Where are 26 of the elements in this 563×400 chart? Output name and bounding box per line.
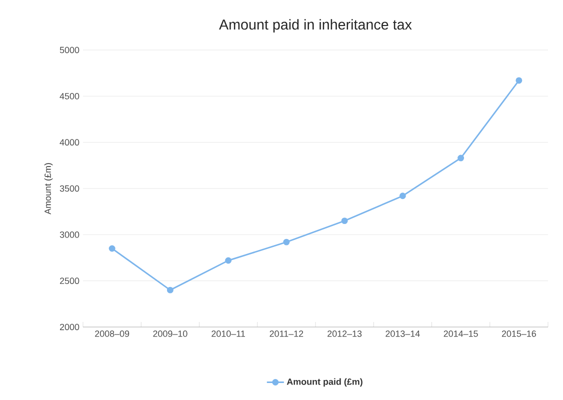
y-tick-label: 3500 bbox=[60, 185, 80, 192]
y-tick-label: 5000 bbox=[60, 46, 80, 54]
y-tick-label: 3000 bbox=[60, 231, 80, 238]
x-tick-label: 2012–13 bbox=[328, 330, 362, 337]
point bbox=[399, 192, 406, 200]
x-tick-label: 2013–14 bbox=[386, 330, 420, 337]
point bbox=[225, 257, 232, 264]
y-axis-title: Amount (£m) bbox=[44, 163, 53, 214]
y-tick-label: 4500 bbox=[60, 92, 80, 100]
point bbox=[341, 218, 348, 224]
point bbox=[283, 238, 290, 246]
point bbox=[166, 286, 174, 294]
y-tick-label: 2500 bbox=[60, 278, 80, 284]
x-tick-label: 2009–10 bbox=[153, 330, 188, 337]
legend-label: Amount paid (£m) bbox=[286, 378, 362, 387]
x-tick-label: 2010–11 bbox=[212, 330, 245, 337]
y-tick-label: 4000 bbox=[60, 139, 80, 146]
point bbox=[516, 77, 522, 84]
point bbox=[458, 154, 464, 162]
chart-title: Amount paid in inheritance tax bbox=[219, 19, 412, 33]
x-tick-label: 2011–12 bbox=[270, 330, 304, 337]
x-tick-label: 2008–09 bbox=[95, 330, 130, 337]
y-tick-label: 2000 bbox=[60, 324, 80, 330]
x-tick-label: 2015–16 bbox=[502, 330, 536, 337]
point bbox=[108, 245, 116, 252]
x-tick-label: 2014–15 bbox=[444, 330, 478, 337]
